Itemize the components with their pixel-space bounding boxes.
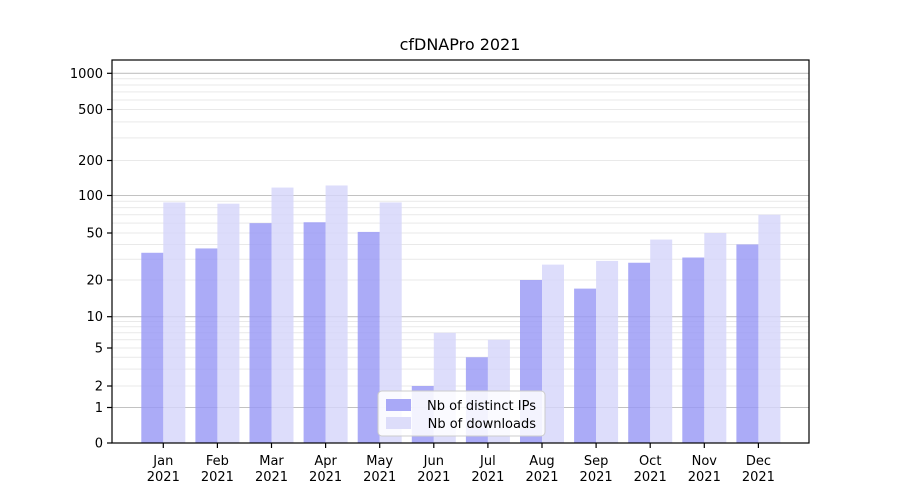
x-tick-label-month: Oct xyxy=(639,454,661,469)
bar-distinct-ips-sep xyxy=(574,288,597,443)
bar-distinct-ips-jan xyxy=(141,252,164,443)
y-tick-label: 500 xyxy=(78,103,103,118)
y-tick-label: 10 xyxy=(86,310,103,325)
legend: Nb of distinct IPs Nb of downloads xyxy=(377,390,546,437)
x-tick-label-month: Mar xyxy=(259,454,284,469)
y-axis: 0 1 2 5 10 20 50 100 200 500 1000 xyxy=(70,67,112,452)
bar-downloads-apr xyxy=(325,185,348,443)
chart-title: cfDNAPro 2021 xyxy=(400,35,521,54)
bar-distinct-ips-oct xyxy=(628,262,651,443)
legend-label-downloads: Nb of downloads xyxy=(428,417,537,432)
bar-downloads-nov xyxy=(704,233,727,443)
bar-downloads-aug xyxy=(542,264,564,443)
bar-downloads-sep xyxy=(596,260,619,443)
x-tick-label-year: 2021 xyxy=(580,470,613,485)
bar-distinct-ips-may xyxy=(357,231,380,443)
bar-downloads-mar xyxy=(271,187,294,443)
x-tick-label-month: Jan xyxy=(152,454,173,469)
y-tick-label: 100 xyxy=(78,189,103,204)
bar-distinct-ips-dec xyxy=(736,244,759,443)
x-axis: Jan2021Feb2021Mar2021Apr2021May2021Jun20… xyxy=(147,443,775,485)
x-tick-label-year: 2021 xyxy=(147,470,180,485)
x-tick-label-month: Jun xyxy=(423,454,444,469)
y-tick-label: 0 xyxy=(95,437,103,452)
x-tick-label-month: Dec xyxy=(746,454,771,469)
y-tick-label: 2 xyxy=(95,380,103,395)
x-tick-label-month: May xyxy=(366,454,393,469)
x-tick-label-month: Aug xyxy=(529,454,554,469)
x-tick-label-year: 2021 xyxy=(525,470,558,485)
y-tick-label: 20 xyxy=(86,274,103,289)
x-tick-label-year: 2021 xyxy=(417,470,450,485)
legend-swatch-distinct-ips xyxy=(386,399,411,411)
bar-distinct-ips-nov xyxy=(682,257,705,443)
x-tick-label-year: 2021 xyxy=(363,470,396,485)
y-tick-label: 1 xyxy=(95,401,103,416)
y-tick-label: 5 xyxy=(95,342,103,357)
x-tick-label-year: 2021 xyxy=(309,470,342,485)
x-tick-label-year: 2021 xyxy=(634,470,667,485)
bar-distinct-ips-mar xyxy=(249,223,272,443)
y-tick-label: 50 xyxy=(86,227,103,242)
legend-swatch-downloads xyxy=(386,417,411,429)
y-tick-label: 1000 xyxy=(70,67,103,82)
y-tick-label: 200 xyxy=(78,154,103,169)
bar-downloads-feb xyxy=(217,203,240,443)
x-tick-label-month: Apr xyxy=(314,454,337,469)
x-tick-label-year: 2021 xyxy=(742,470,775,485)
x-tick-label-month: Jul xyxy=(479,454,496,469)
x-tick-label-year: 2021 xyxy=(471,470,504,485)
bar-downloads-dec xyxy=(758,214,781,443)
x-tick-label-year: 2021 xyxy=(201,470,234,485)
plot-frame xyxy=(111,59,810,444)
bar-distinct-ips-feb xyxy=(195,248,218,443)
x-tick-label-month: Nov xyxy=(692,454,718,469)
x-tick-label-month: Sep xyxy=(584,454,609,469)
x-tick-label-year: 2021 xyxy=(255,470,288,485)
legend-box xyxy=(377,390,546,437)
legend-label-distinct-ips: Nb of distinct IPs xyxy=(427,399,536,414)
x-tick-label-month: Feb xyxy=(206,454,229,469)
bar-downloads-oct xyxy=(650,239,673,443)
bar-downloads-may xyxy=(379,202,402,443)
bar-downloads-jan xyxy=(163,202,186,443)
x-tick-label-year: 2021 xyxy=(688,470,721,485)
bar-distinct-ips-apr xyxy=(303,222,326,443)
